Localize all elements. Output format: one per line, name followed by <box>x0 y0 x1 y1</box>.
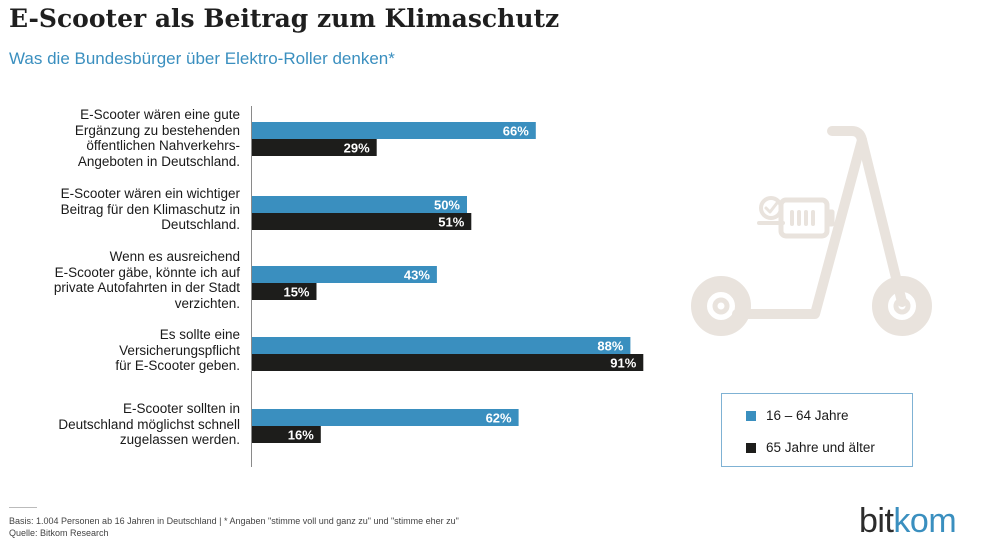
legend-swatch-black <box>746 442 756 453</box>
bar-65-plus-2 <box>252 213 472 230</box>
bar-value-label: 66% <box>503 124 529 139</box>
bar-value-label: 16% <box>288 428 314 443</box>
category-label-2: E-Scooter wären ein wichtiger Beitrag fü… <box>60 186 240 233</box>
bar-value-label: 50% <box>434 198 460 213</box>
legend-label: 16 – 64 Jahre <box>766 408 849 423</box>
bar-value-label: 29% <box>344 141 370 156</box>
bar-16-64-5 <box>252 409 519 426</box>
bar-16-64-4 <box>252 337 631 354</box>
legend-item-16-64: 16 – 64 Jahre <box>746 408 849 423</box>
bar-value-label: 51% <box>438 215 464 230</box>
category-label-4: Es sollte eine Versicherungspflicht für … <box>115 327 240 374</box>
legend: 16 – 64 Jahre 65 Jahre und älter <box>721 393 913 467</box>
legend-swatch-blue <box>746 410 756 421</box>
bar-65-plus-1 <box>252 139 377 156</box>
footnote-source: Quelle: Bitkom Research <box>9 528 109 538</box>
bar-16-64-1 <box>252 122 536 139</box>
bar-value-label: 43% <box>404 268 430 283</box>
bar-value-label: 91% <box>610 356 636 371</box>
category-label-1: E-Scooter wären eine gute Ergänzung zu b… <box>74 107 240 169</box>
bar-65-plus-4 <box>252 354 644 371</box>
bitkom-logo: bitkom <box>859 502 957 540</box>
footnote-basis: Basis: 1.004 Personen ab 16 Jahren in De… <box>9 516 459 526</box>
bar-65-plus-3 <box>252 283 317 300</box>
legend-item-65-plus: 65 Jahre und älter <box>746 440 875 455</box>
bar-16-64-3 <box>252 266 437 283</box>
bar-65-plus-5 <box>252 426 321 443</box>
category-label-3: Wenn es ausreichend E-Scooter gäbe, könn… <box>53 249 240 311</box>
bar-16-64-2 <box>252 196 467 213</box>
footer-divider <box>9 507 37 508</box>
e-scooter-battery-icon <box>691 126 932 336</box>
chart-subtitle: Was die Bundesbürger über Elektro-Roller… <box>9 49 395 68</box>
category-label-5: E-Scooter sollten in Deutschland möglich… <box>58 401 240 448</box>
chart-title: E-Scooter als Beitrag zum Klimaschutz <box>9 4 560 33</box>
bar-value-label: 62% <box>486 411 512 426</box>
legend-label: 65 Jahre und älter <box>766 440 875 455</box>
bar-value-label: 15% <box>283 285 309 300</box>
bar-value-label: 88% <box>597 339 623 354</box>
